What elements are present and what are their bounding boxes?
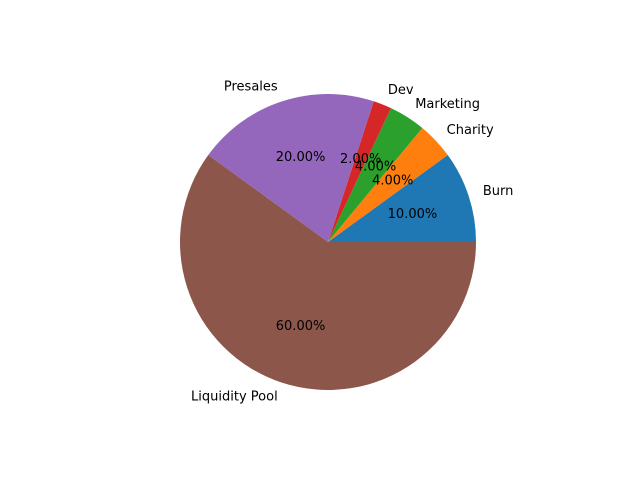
labels-layer: Burn 10.00% Charity 4.00% Marketing 4.00% Dev 2… — [191, 80, 513, 405]
slice-label-burn: Burn — [483, 184, 514, 199]
pie-slice-presales — [208, 93, 374, 242]
slice-label-marketing: Marketing — [415, 97, 480, 112]
slices-layer — [180, 93, 477, 391]
pie-slice-burn — [328, 155, 476, 242]
slice-label-charity: Charity — [447, 123, 494, 138]
pie-slice-liquidity-pool — [180, 155, 477, 391]
slice-percent-charity: 4.00% — [372, 174, 413, 189]
slice-label-liquidity-pool: Liquidity Pool — [191, 389, 278, 404]
slice-label-presales: Presales — [224, 80, 278, 95]
slice-label-dev: Dev — [388, 83, 414, 98]
slice-percent-burn: 10.00% — [388, 207, 438, 222]
slice-percent-liquidity-pool: 60.00% — [276, 319, 326, 334]
slice-percent-marketing: 4.00% — [355, 160, 396, 175]
pie-slice-marketing — [328, 108, 423, 242]
slice-percent-presales: 20.00% — [276, 150, 326, 165]
slice-percent-dev: 2.00% — [340, 152, 381, 167]
pie-slice-dev — [328, 101, 392, 243]
pie-slice-charity — [328, 127, 448, 242]
